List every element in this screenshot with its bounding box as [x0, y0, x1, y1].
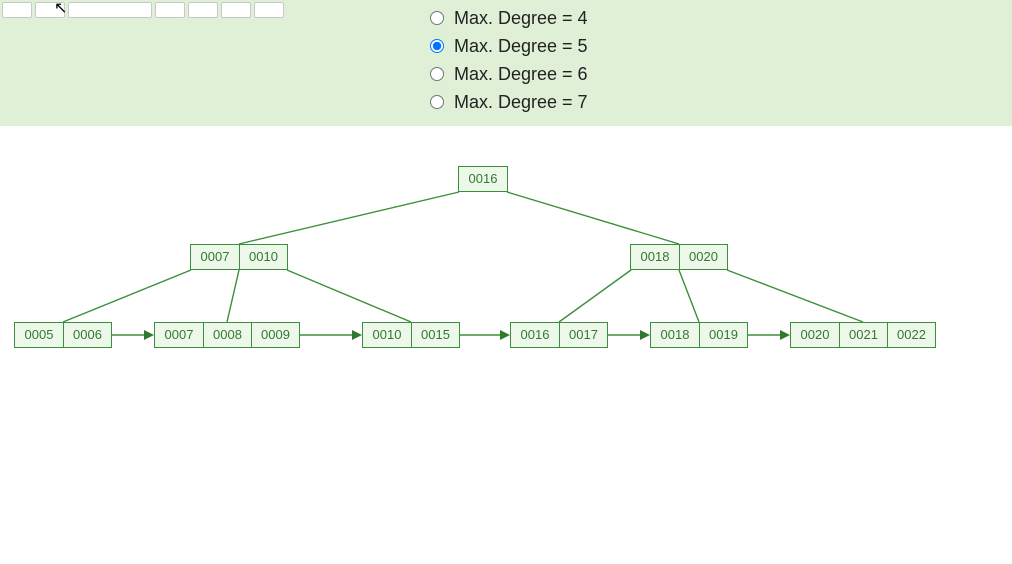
- toolbar-button[interactable]: [155, 2, 185, 18]
- arrow-right-icon: [352, 330, 362, 340]
- tree-key: 0007: [155, 323, 203, 347]
- tree-edge: [63, 270, 191, 322]
- degree-option-7[interactable]: Max. Degree = 7: [430, 88, 1012, 116]
- degree-label: Max. Degree = 5: [454, 36, 588, 57]
- tree-key: 0005: [15, 323, 63, 347]
- tree-edge: [239, 192, 459, 244]
- tree-edge: [679, 270, 699, 322]
- degree-label: Max. Degree = 6: [454, 64, 588, 85]
- tree-key: 0008: [203, 323, 251, 347]
- degree-label: Max. Degree = 7: [454, 92, 588, 113]
- tree-node: 00070010: [190, 244, 288, 270]
- degree-radio-4[interactable]: [430, 11, 444, 25]
- tree-edge: [727, 270, 863, 322]
- tree-key: 0016: [511, 323, 559, 347]
- degree-radio-5[interactable]: [430, 39, 444, 53]
- tree-key: 0006: [63, 323, 111, 347]
- degree-option-6[interactable]: Max. Degree = 6: [430, 60, 1012, 88]
- tree-node: 00050006: [14, 322, 112, 348]
- tree-key: 0020: [791, 323, 839, 347]
- tree-edge: [287, 270, 411, 322]
- tree-key: 0022: [887, 323, 935, 347]
- tree-node: 00100015: [362, 322, 460, 348]
- toolbar-button[interactable]: [2, 2, 32, 18]
- tree-node: 00160017: [510, 322, 608, 348]
- tree-key: 0016: [459, 167, 507, 191]
- toolbar-button[interactable]: [254, 2, 284, 18]
- tree-edge: [227, 270, 239, 322]
- toolbar-input[interactable]: [68, 2, 152, 18]
- tree-key: 0018: [631, 245, 679, 269]
- arrow-right-icon: [640, 330, 650, 340]
- tree-key: 0018: [651, 323, 699, 347]
- tree-key: 0010: [363, 323, 411, 347]
- tree-key: 0021: [839, 323, 887, 347]
- arrow-right-icon: [500, 330, 510, 340]
- degree-radio-6[interactable]: [430, 67, 444, 81]
- toolbar-button[interactable]: [221, 2, 251, 18]
- degree-label: Max. Degree = 4: [454, 8, 588, 29]
- degree-radio-7[interactable]: [430, 95, 444, 109]
- tree-key: 0020: [679, 245, 727, 269]
- toolbar-button[interactable]: [35, 2, 65, 18]
- tree-edge: [559, 270, 631, 322]
- toolbar-stub: [0, 0, 286, 20]
- arrow-right-icon: [144, 330, 154, 340]
- tree-key: 0007: [191, 245, 239, 269]
- tree-node: 00180019: [650, 322, 748, 348]
- tree-key: 0010: [239, 245, 287, 269]
- tree-node: 002000210022: [790, 322, 936, 348]
- tree-node: 0016: [458, 166, 508, 192]
- tree-key: 0009: [251, 323, 299, 347]
- degree-option-4[interactable]: Max. Degree = 4: [430, 4, 1012, 32]
- tree-key: 0019: [699, 323, 747, 347]
- degree-option-5[interactable]: Max. Degree = 5: [430, 32, 1012, 60]
- arrow-right-icon: [780, 330, 790, 340]
- tree-key: 0017: [559, 323, 607, 347]
- tree-key: 0015: [411, 323, 459, 347]
- tree-node: 00180020: [630, 244, 728, 270]
- toolbar-button[interactable]: [188, 2, 218, 18]
- tree-edge: [507, 192, 679, 244]
- tree-node: 000700080009: [154, 322, 300, 348]
